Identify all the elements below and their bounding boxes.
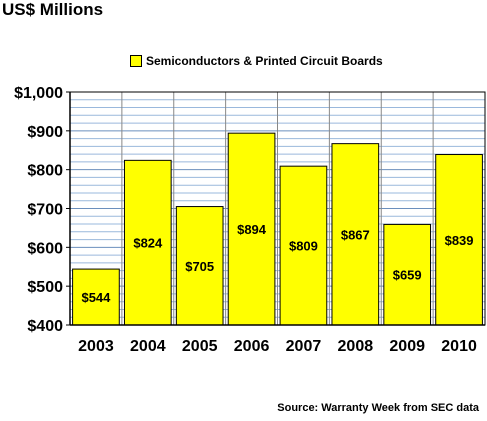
data-label: $894: [237, 222, 267, 237]
legend-label: Semiconductors & Printed Circuit Boards: [146, 54, 383, 68]
data-label: $824: [133, 236, 163, 251]
data-label: $544: [81, 290, 111, 305]
y-tick-label: $1,000: [14, 85, 63, 102]
y-tick-label: $700: [27, 202, 63, 219]
y-tick-label: $500: [27, 279, 63, 296]
data-label: $867: [341, 227, 370, 242]
x-tick-label: 2004: [130, 338, 166, 355]
y-tick-label: $400: [27, 318, 63, 335]
bar: [72, 268, 120, 326]
bar: [435, 154, 483, 326]
chart-title: US$ Millions: [2, 0, 104, 19]
x-tick-label: 2007: [286, 338, 322, 355]
data-label: $839: [445, 233, 474, 248]
bar: [279, 165, 328, 326]
data-label: $809: [289, 239, 318, 254]
x-tick-label: 2006: [234, 338, 270, 355]
x-tick-label: 2005: [182, 338, 218, 355]
bar: [227, 132, 276, 326]
legend-swatch: [130, 55, 142, 67]
y-tick-label: $800: [27, 163, 63, 180]
bar: [175, 206, 224, 326]
x-tick-label: 2009: [389, 338, 425, 355]
y-tick-label: $600: [27, 240, 63, 257]
legend: Semiconductors & Printed Circuit Boards: [130, 52, 383, 70]
x-tick-label: 2008: [338, 338, 374, 355]
source-note: Source: Warranty Week from SEC data: [277, 402, 479, 414]
bar: [123, 159, 172, 326]
data-label: $659: [393, 268, 422, 283]
x-tick-label: 2010: [441, 338, 477, 355]
y-tick-label: $900: [27, 124, 63, 141]
x-tick-label: 2003: [78, 338, 114, 355]
data-label: $705: [185, 259, 214, 274]
